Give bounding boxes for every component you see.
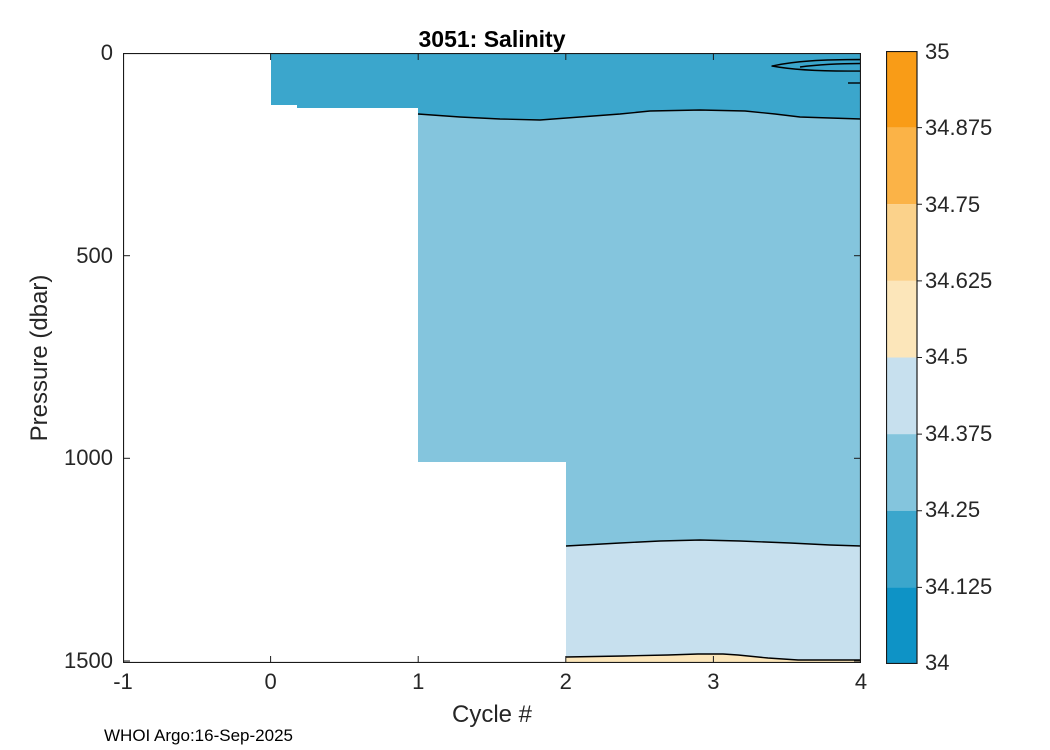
colorbar-segment-34p125-34p25 bbox=[886, 510, 917, 588]
y-tick-label: 1000 bbox=[64, 445, 113, 470]
colorbar-segment-34p75-34p875 bbox=[886, 127, 917, 205]
colorbar-segment-34p875-35 bbox=[886, 51, 917, 128]
colorbar-segments bbox=[886, 51, 917, 664]
axes-box bbox=[123, 53, 861, 663]
contour-lens-34p125-outer bbox=[771, 58, 861, 72]
colorbar-tick-label: 34.125 bbox=[925, 574, 993, 599]
x-tick-label: 2 bbox=[559, 669, 572, 694]
plot-title: 3051: Salinity bbox=[418, 26, 566, 52]
x-tick-label: 1 bbox=[412, 669, 425, 694]
plot-area bbox=[123, 53, 861, 663]
colorbar-tick-label: 34 bbox=[925, 650, 950, 675]
colorbar-tick-label: 34.75 bbox=[925, 192, 981, 217]
colorbar-tick-marks bbox=[917, 127, 922, 588]
colorbar-segment-34p625-34p75 bbox=[886, 204, 917, 281]
x-tick-label: 0 bbox=[264, 669, 277, 694]
x-tick-label: 4 bbox=[854, 669, 868, 694]
salinity-band-34p125-34p25 bbox=[271, 53, 861, 120]
y-tick-label: 0 bbox=[100, 40, 113, 65]
y-tick-label: 500 bbox=[76, 243, 113, 268]
colorbar-box bbox=[886, 51, 918, 664]
contour-line-34p25 bbox=[417, 109, 861, 121]
footer-annotation: WHOI Argo:16-Sep-2025 bbox=[104, 726, 293, 745]
colorbar-tick-label: 34.625 bbox=[925, 268, 993, 293]
contour-line-34p5 bbox=[565, 653, 861, 661]
colorbar-tick-label: 34.875 bbox=[925, 115, 993, 140]
x-tick-label: 3 bbox=[707, 669, 720, 694]
salinity-band-34p375-34p5 bbox=[566, 540, 861, 660]
y-axis-label: Pressure (dbar) bbox=[26, 274, 53, 442]
x-axis-label: Cycle # bbox=[451, 701, 533, 728]
colorbar-tick-label: 34.25 bbox=[925, 497, 981, 522]
colorbar-tick-label: 34.375 bbox=[925, 421, 993, 446]
salinity-band-34p25-34p375 bbox=[418, 110, 861, 546]
colorbar-segment-34p375-34p5 bbox=[886, 357, 917, 435]
colorbar bbox=[886, 51, 922, 664]
x-tick-label: -1 bbox=[113, 669, 133, 694]
colorbar-segment-34p25-34p375 bbox=[886, 434, 917, 511]
colorbar-tick-label: 34.5 bbox=[925, 344, 968, 369]
colorbar-segment-34p5-34p625 bbox=[886, 280, 917, 358]
contour-lens-34p125-inner bbox=[799, 62, 861, 68]
colorbar-segment-34-34p125 bbox=[886, 587, 917, 664]
contour-line-34p375 bbox=[565, 539, 861, 547]
colorbar-tick-label: 35 bbox=[925, 39, 950, 64]
y-tick-label: 1500 bbox=[64, 648, 113, 673]
